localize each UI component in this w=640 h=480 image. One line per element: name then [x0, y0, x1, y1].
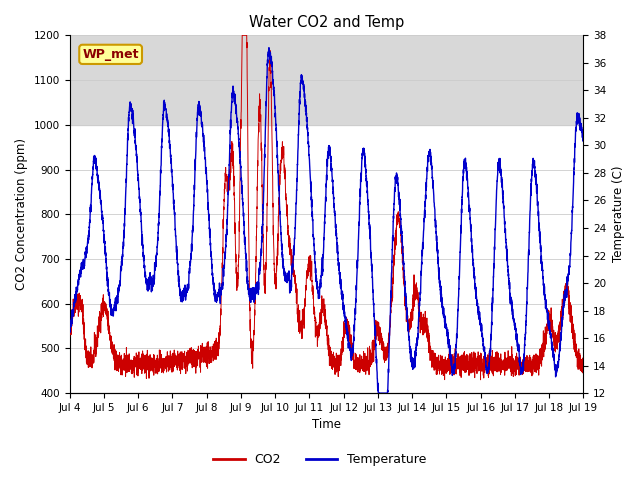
Text: WP_met: WP_met	[83, 48, 139, 61]
Title: Water CO2 and Temp: Water CO2 and Temp	[249, 15, 404, 30]
Y-axis label: Temperature (C): Temperature (C)	[612, 166, 625, 263]
Legend: CO2, Temperature: CO2, Temperature	[208, 448, 432, 471]
Y-axis label: CO2 Concentration (ppm): CO2 Concentration (ppm)	[15, 138, 28, 290]
X-axis label: Time: Time	[312, 419, 341, 432]
Bar	[70, 36, 584, 125]
